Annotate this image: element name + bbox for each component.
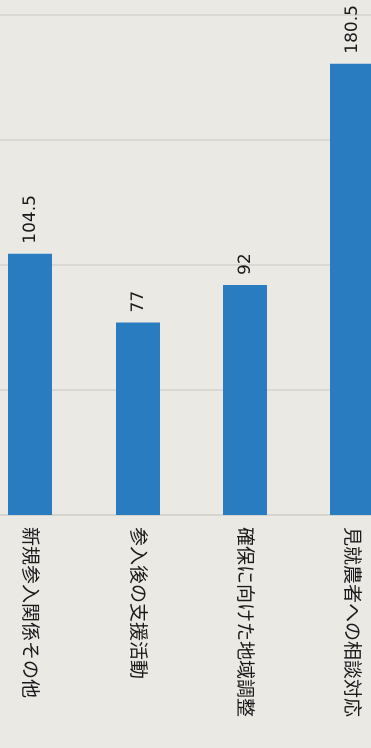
bar-value-label: 77	[128, 291, 148, 313]
category-labels: 新規参入関係その他 参入後の支援活動 確保に向けた地域調整 見就農者への相談対応	[19, 527, 363, 717]
category-label: 見就農者への相談対応	[341, 527, 363, 717]
category-label: 参入後の支援活動	[127, 527, 149, 679]
gridlines	[0, 14, 371, 516]
bar-value-label: 104.5	[20, 195, 40, 244]
bar-value-label: 92	[235, 253, 255, 275]
bar	[223, 285, 267, 515]
bar-value-label: 180.5	[342, 5, 362, 54]
category-label: 新規参入関係その他	[19, 527, 41, 698]
bars	[8, 63, 371, 515]
category-label: 確保に向けた地域調整	[234, 527, 256, 717]
bar	[330, 63, 371, 515]
value-labels: 104.5 77 92 180.5	[20, 5, 362, 312]
bar	[116, 322, 160, 515]
bar	[8, 253, 52, 515]
